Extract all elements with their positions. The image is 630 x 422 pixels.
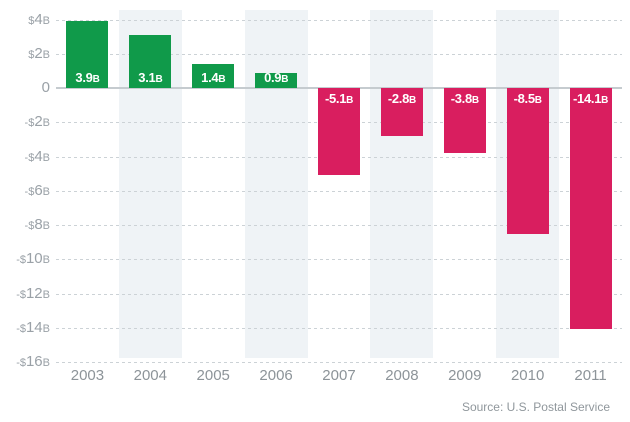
column-band-2006 (244, 10, 308, 358)
y-tick-label--8B: -$8B (24, 216, 50, 233)
bar-value-label: 0.9B (264, 69, 289, 85)
x-tick-label-2005: 2005 (196, 367, 230, 384)
x-tick-label-2010: 2010 (510, 367, 545, 384)
y-axis-labels: $4B $2B 0 -$2B -$4B -$6B -$8B -$10B -$12B -$14B -$… (0, 0, 50, 422)
y-tick-label--12B: -$12B (16, 284, 50, 302)
y-tick-label--2B: -$2B (24, 113, 50, 131)
y-tick-label-4B: $4B (28, 10, 50, 28)
gridline--10B (56, 259, 622, 261)
column-band-2008 (370, 10, 434, 358)
gridline--12B (56, 293, 622, 295)
bar-value-label: -14.1B (573, 91, 609, 106)
plot-area: 3.9B 3.1B 1.4B 0.9B -5.1B -2.8B -3.8B -8.5B -14.… (56, 0, 622, 422)
bar-value-label: 1.4B (201, 69, 226, 85)
y-tick-label-2B: $2B (28, 44, 50, 62)
gridline--6B (56, 190, 622, 192)
y-tick-label-0B: 0 (41, 79, 50, 96)
gridline--8B (56, 225, 622, 226)
x-tick-label-2006: 2006 (259, 367, 293, 384)
x-tick-label-2009: 2009 (448, 367, 482, 384)
gridline-2B (56, 53, 622, 55)
bar-2011: -14.1B (569, 88, 612, 330)
bar-value-label: -8.5B (513, 91, 542, 106)
bar-2004: 3.1B (129, 34, 172, 88)
gridline-4B (56, 19, 622, 21)
bar-2003: 3.9B (66, 21, 109, 88)
x-tick-label-2004: 2004 (133, 367, 167, 384)
y-tick-label--4B: -$4B (24, 147, 50, 165)
x-tick-label-2011: 2011 (574, 367, 607, 384)
bar-2006: 0.9B (255, 69, 298, 88)
gridline--14B (56, 327, 622, 329)
bar-value-label: 3.1B (138, 69, 163, 85)
x-tick-label-2008: 2008 (385, 367, 419, 384)
bar-2009: -3.8B (443, 88, 486, 154)
x-tick-label-2003: 2003 (70, 367, 105, 384)
bar-2010: -8.5B (506, 88, 549, 234)
bar-value-label: -3.8B (450, 91, 479, 106)
bar-2005: 1.4B (192, 64, 235, 88)
gridline--16B (56, 362, 622, 363)
bar-value-label: -2.8B (387, 91, 416, 106)
y-tick-label--10B: -$10B (16, 250, 50, 268)
bar-2008: -2.8B (380, 88, 423, 136)
bar-value-label: -5.1B (324, 91, 354, 106)
y-tick-label--14B: -$14B (16, 318, 50, 336)
source-credit: Source: U.S. Postal Service (461, 400, 610, 414)
x-tick-label-2007: 2007 (322, 367, 356, 384)
bar-2007: -5.1B (318, 88, 360, 176)
y-tick-label--6B: -$6B (24, 181, 50, 199)
bar-value-label: 3.9B (75, 69, 100, 85)
y-tick-label--16B: -$16B (16, 353, 50, 370)
